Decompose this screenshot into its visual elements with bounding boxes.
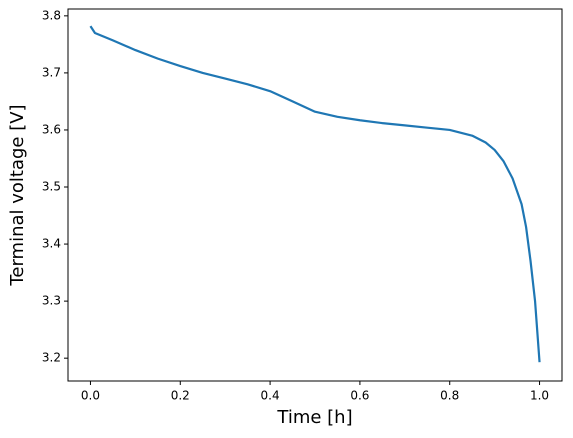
y-axis-label: Terminal voltage [V] — [7, 104, 28, 286]
y-tick-label: 3.5 — [42, 180, 61, 194]
x-tick-label: 0.8 — [440, 389, 459, 403]
x-tick-label: 0.4 — [261, 389, 280, 403]
line — [89, 25, 541, 363]
plot-frame — [67, 8, 563, 382]
y-tick-label: 3.7 — [42, 65, 61, 79]
x-tick-label: 0.0 — [81, 389, 100, 403]
x-tick-label: 0.6 — [350, 389, 369, 403]
x-axis-label: Time [h] — [276, 407, 352, 428]
y-tick-label: 3.2 — [42, 351, 61, 365]
y-tick-label: 3.3 — [42, 294, 61, 308]
y-tick-label: 3.6 — [42, 122, 61, 136]
x-tick-label: 0.2 — [171, 389, 190, 403]
y-tick-label: 3.8 — [42, 8, 61, 22]
x-tick-label: 1.0 — [530, 389, 549, 403]
y-tick-label: 3.4 — [42, 237, 61, 251]
